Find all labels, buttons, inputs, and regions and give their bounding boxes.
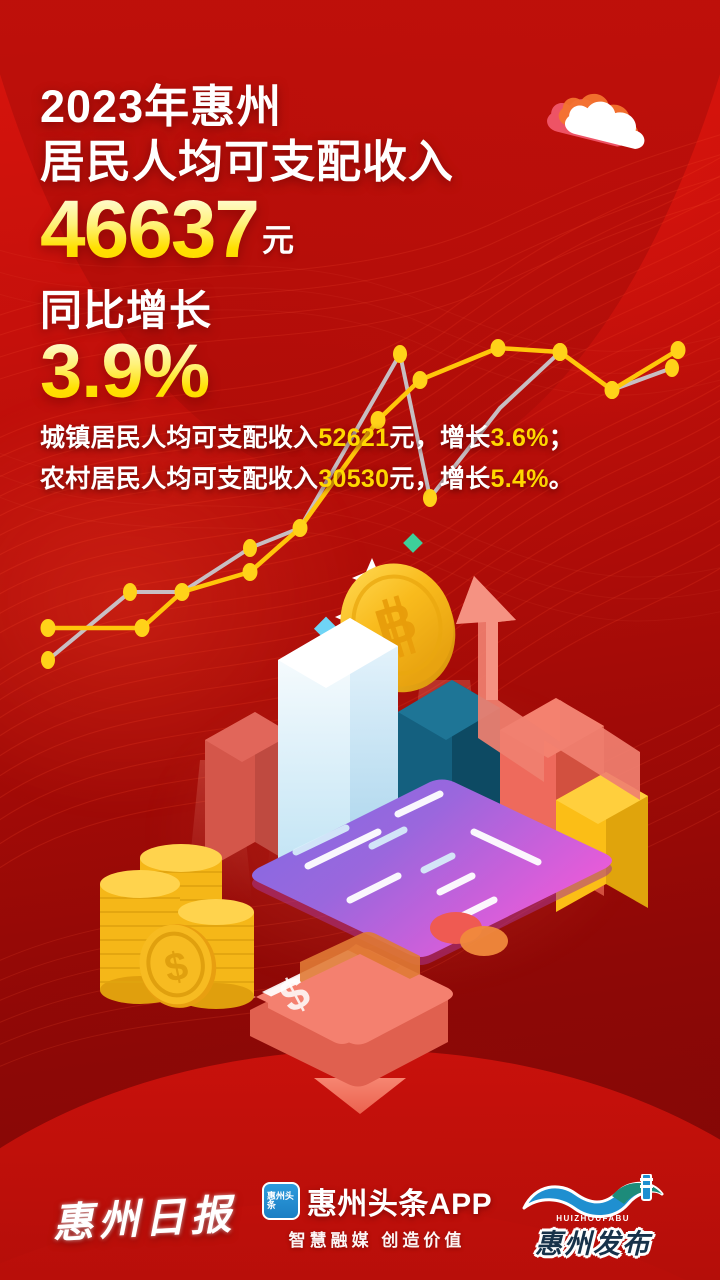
detail-2-prefix: 农村居民人均可支配收入 — [40, 465, 319, 493]
detail-line-1: 城镇居民人均可支配收入52621元，增长3.6%； — [40, 418, 700, 454]
detail-1-rate: 3.6% — [490, 424, 549, 452]
detail-1-suffix: ； — [548, 424, 575, 452]
app-name-label: 惠州头条APP — [306, 1188, 493, 1221]
coin-stack-right — [178, 899, 254, 1009]
headline-value: 46637 — [40, 184, 260, 276]
title-line-2: 居民人均可支配收入 — [40, 136, 455, 188]
coin-stack-left — [100, 870, 180, 1004]
bar-coral — [500, 698, 604, 900]
bitcoin-coin-icon: B — [340, 563, 456, 693]
huizhou-fabu-logo: HUIZHOUFABU 惠州发布 — [518, 1172, 668, 1259]
bar-yellow — [556, 772, 648, 912]
huizhou-daily-logo: 惠州日报 — [51, 1191, 238, 1247]
mid-glow — [144, 665, 648, 999]
app-tagline: 智慧融媒 创造价值 — [288, 1231, 466, 1250]
detail-2-rate: 5.4% — [490, 465, 549, 493]
headline-value-row: 46637 元 — [40, 184, 680, 276]
detail-line-2: 农村居民人均可支配收入30530元，增长5.4%。 — [40, 459, 700, 495]
title-line-1: 2023年惠州 — [40, 81, 283, 132]
detail-2-mid: 元，增长 — [389, 465, 491, 493]
growth-label: 同比增长 — [40, 286, 213, 334]
app-logo-row: 惠州头条 惠州头条APP — [261, 1179, 493, 1223]
svg-text:B: B — [369, 591, 424, 660]
detail-1-prefix: 城镇居民人均可支配收入 — [40, 424, 319, 452]
detail-1-value: 52621 — [318, 424, 390, 452]
fabu-wave-icon — [522, 1174, 664, 1219]
headline-unit: 元 — [262, 221, 295, 258]
coin-stack-group: $ — [100, 844, 254, 1009]
detail-2-suffix: 。 — [548, 465, 575, 493]
app-badge-icon: 惠州头条 — [261, 1182, 300, 1220]
trend-arrow-icon — [456, 576, 640, 800]
light-beams — [186, 680, 492, 900]
decor-shapes — [313, 533, 423, 731]
headline-block: 2023年惠州 居民人均可支配收入 46637 元 同比增长 3.9% — [40, 80, 680, 410]
svg-text:$: $ — [161, 944, 192, 992]
credit-card-icon — [252, 779, 612, 965]
huizhou-toutiao-logo: 惠州头条 惠州头条APP 智慧融媒 创造价值 — [261, 1179, 493, 1251]
bar-white — [278, 618, 398, 880]
chevron-divider-icon — [314, 1078, 406, 1114]
footer-logo-bar: 惠州日报 惠州头条 惠州头条APP 智慧融媒 创造价值 HUIZHOUFABU … — [0, 1150, 720, 1280]
coin-stack-center — [140, 844, 222, 980]
svg-text:$: $ — [271, 965, 318, 1023]
detail-1-mid: 元，增长 — [389, 424, 491, 452]
growth-value: 3.9% — [40, 333, 680, 410]
fabu-name-label: 惠州发布 — [535, 1229, 652, 1259]
bar-teal — [398, 680, 500, 902]
bar-group — [205, 618, 648, 912]
dollar-coin-icon: $ — [139, 924, 217, 1008]
wallet-icon: $ — [245, 932, 453, 1087]
bar-coral-back — [205, 712, 292, 870]
detail-2-value: 30530 — [318, 465, 390, 493]
fabu-pinyin-label: HUIZHOUFABU — [556, 1214, 630, 1223]
